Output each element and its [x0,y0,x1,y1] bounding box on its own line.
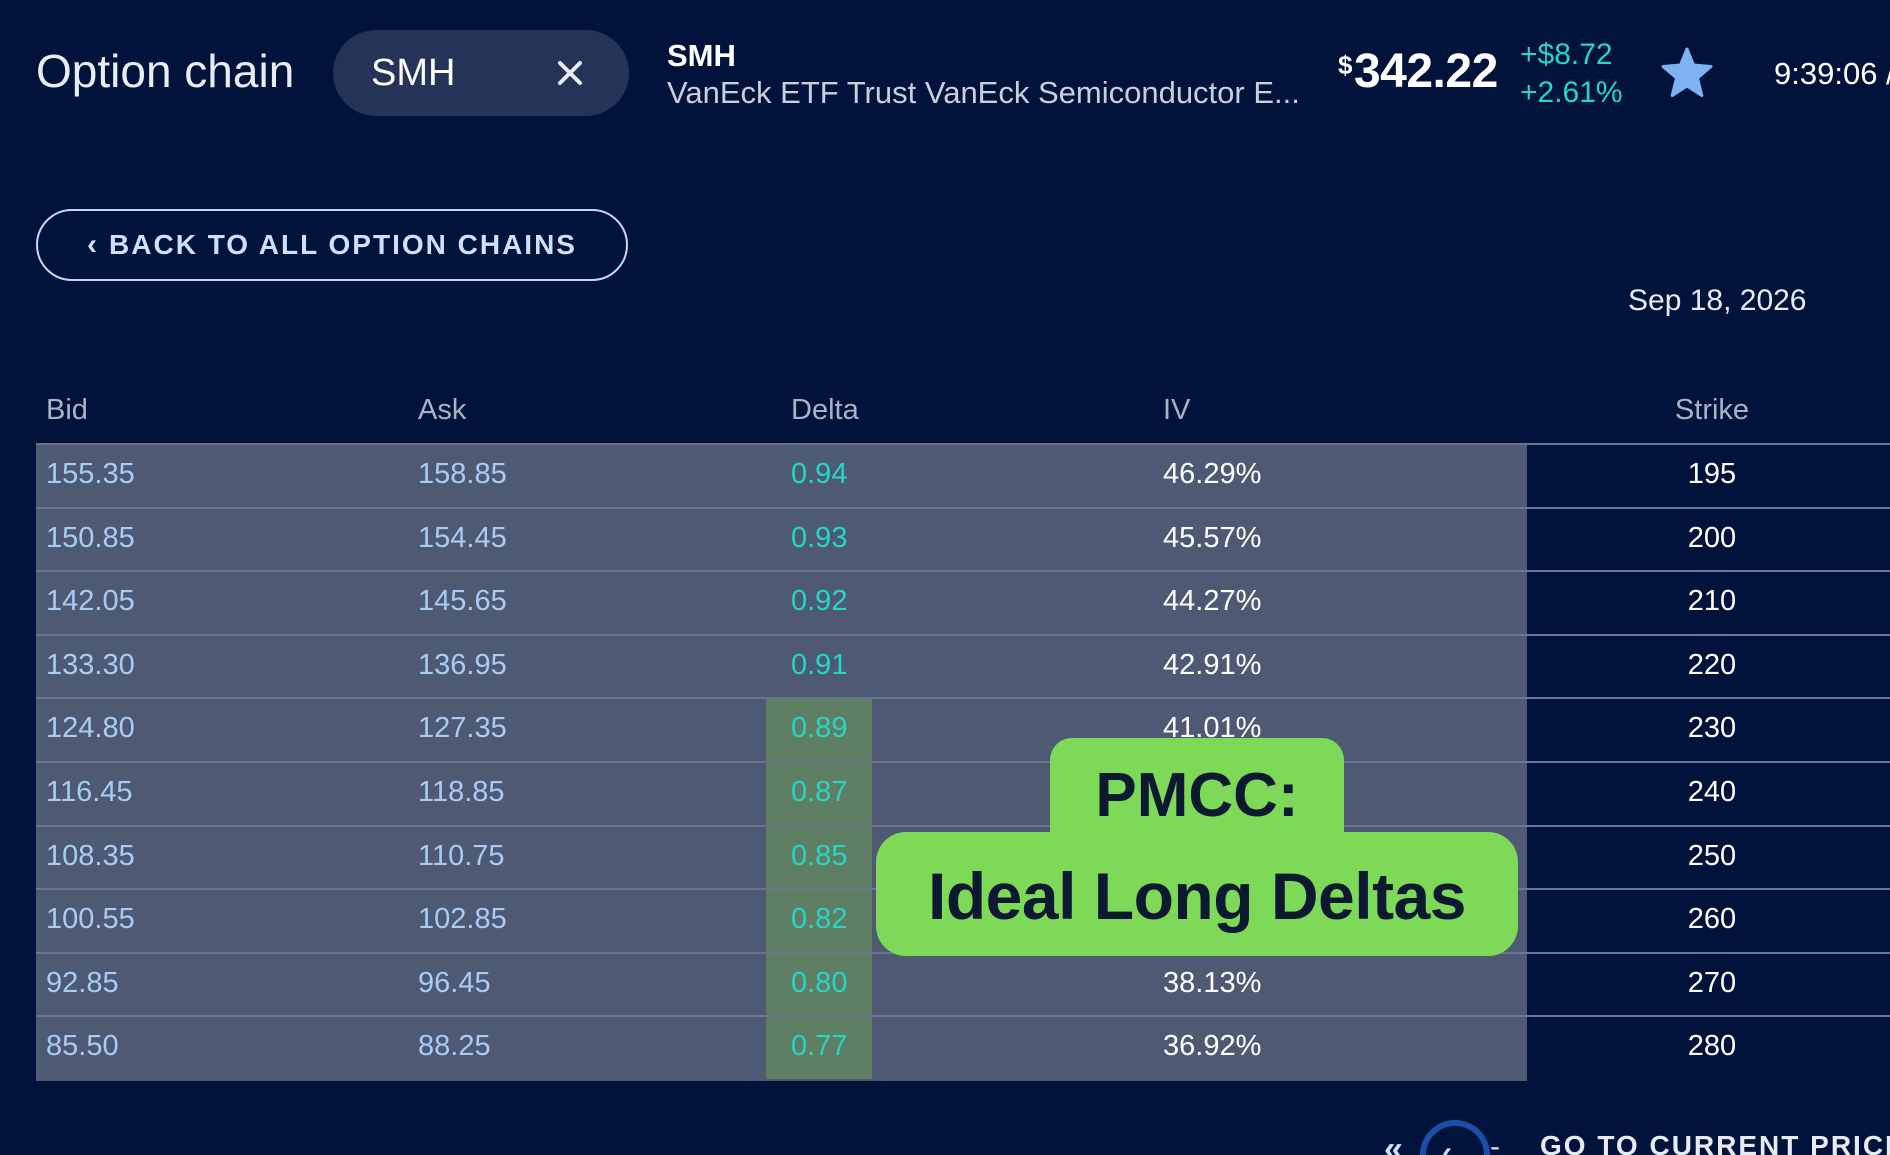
chevron-left-icon: ‹ [1442,1136,1452,1155]
cell-strike: 195 [1687,458,1737,490]
cell-delta: 0.93 [791,521,848,554]
row-divider [36,506,1890,509]
chevron-left-icon: ‹ [87,228,98,261]
cell-bid: 92.85 [46,966,119,999]
first-page-button[interactable]: « [1384,1130,1403,1155]
symbol-search[interactable] [333,30,629,116]
bottom-navigation: « ‹ - GO TO CURRENT PRICE [1380,1120,1890,1155]
cell-strike: 250 [1687,839,1737,872]
price-value: 342.22 [1353,45,1498,98]
fund-name: VanEck ETF Trust VanEck Semiconductor E.… [667,75,1300,110]
column-header-bid: Bid [46,394,88,426]
expiration-date: Sep 18, 2026 [1628,284,1807,317]
row-divider [36,1079,1527,1081]
cell-iv: 46.29% [1163,458,1262,490]
ticker-symbol: SMH [667,38,736,73]
column-header-ask: Ask [418,394,467,426]
cell-bid: 116.45 [46,776,133,808]
cell-iv: 42.91% [1163,648,1262,681]
star-icon [1661,47,1713,97]
nav-separator: - [1490,1130,1500,1155]
cell-iv: 36.92% [1163,1030,1262,1063]
cell-iv: 44.27% [1163,585,1262,618]
go-to-current-price-button[interactable]: GO TO CURRENT PRICE [1540,1130,1890,1155]
cell-delta: 0.82 [791,903,848,936]
cell-bid: 150.85 [46,521,135,554]
cell-bid: 155.35 [46,458,135,490]
cell-strike: 240 [1687,776,1737,808]
cell-bid: 124.80 [46,712,135,745]
cell-bid: 108.35 [46,839,135,872]
cell-ask: 118.85 [418,776,505,808]
cell-delta: 0.89 [791,712,848,745]
cell-ask: 102.85 [418,903,507,936]
price-change: +$8.72 +2.61% [1520,36,1623,112]
cell-ask: 127.35 [418,712,507,745]
cell-delta: 0.87 [791,776,848,808]
page-title: Option chain [36,45,295,97]
callout-body [876,832,1518,956]
change-percent: +2.61% [1520,76,1623,109]
close-icon [558,61,582,85]
cell-ask: 96.45 [418,966,491,999]
cell-delta: 0.77 [791,1030,848,1063]
column-header-iv: IV [1163,394,1191,426]
cell-delta: 0.85 [791,839,848,872]
column-header-delta: Delta [791,394,859,426]
row-divider [36,761,1890,763]
cell-ask: 88.25 [418,1030,491,1063]
cell-bid: 85.50 [46,1030,119,1063]
previous-button[interactable]: ‹ [1420,1120,1490,1155]
symbol-search-input[interactable] [369,50,553,96]
cell-ask: 136.95 [418,648,507,681]
cell-ask: 145.65 [418,585,507,618]
cell-bid: 100.55 [46,903,135,936]
cell-delta: 0.94 [791,458,848,490]
cell-ask: 110.75 [418,839,505,872]
cell-delta: 0.80 [791,966,848,999]
cell-bid: 142.05 [46,585,135,618]
row-divider [36,570,1890,573]
back-button-label: BACK TO ALL OPTION CHAINS [109,229,577,260]
cell-iv: 38.13% [1163,966,1262,999]
currency-symbol: $ [1338,50,1352,80]
row-divider [36,824,1890,827]
back-to-option-chains-button[interactable]: ‹ BACK TO ALL OPTION CHAINS [36,209,628,281]
pmcc-callout: PMCC: Ideal Long Deltas [876,738,1518,956]
row-divider [36,443,1890,445]
cell-strike: 280 [1687,1030,1737,1063]
cell-strike: 270 [1687,966,1737,999]
cell-delta: 0.91 [791,648,848,681]
clear-search-button[interactable] [549,52,591,94]
market-time: 9:39:06 / [1774,56,1890,91]
cell-ask: 154.45 [418,521,507,554]
cell-strike: 260 [1687,903,1737,936]
favorite-button[interactable] [1660,46,1714,100]
cell-strike: 220 [1687,648,1737,681]
callout-line-2: Ideal Long Deltas [928,859,1466,933]
change-absolute: +$8.72 [1520,38,1613,71]
cell-bid: 133.30 [46,648,135,681]
cell-strike: 200 [1687,521,1737,554]
cell-strike: 230 [1687,712,1737,745]
callout-line-1: PMCC: [1095,761,1299,830]
cell-delta: 0.92 [791,585,848,618]
cell-iv: 45.57% [1163,521,1262,554]
cell-strike: 210 [1687,585,1737,618]
row-divider [36,1015,1890,1018]
last-price: $342.22 [1338,44,1498,99]
cell-ask: 158.85 [418,458,507,490]
row-divider [36,633,1890,636]
column-header-strike: Strike [1674,394,1750,426]
row-divider [36,697,1890,700]
